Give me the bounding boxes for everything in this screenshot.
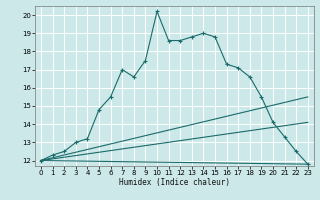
X-axis label: Humidex (Indice chaleur): Humidex (Indice chaleur): [119, 178, 230, 187]
